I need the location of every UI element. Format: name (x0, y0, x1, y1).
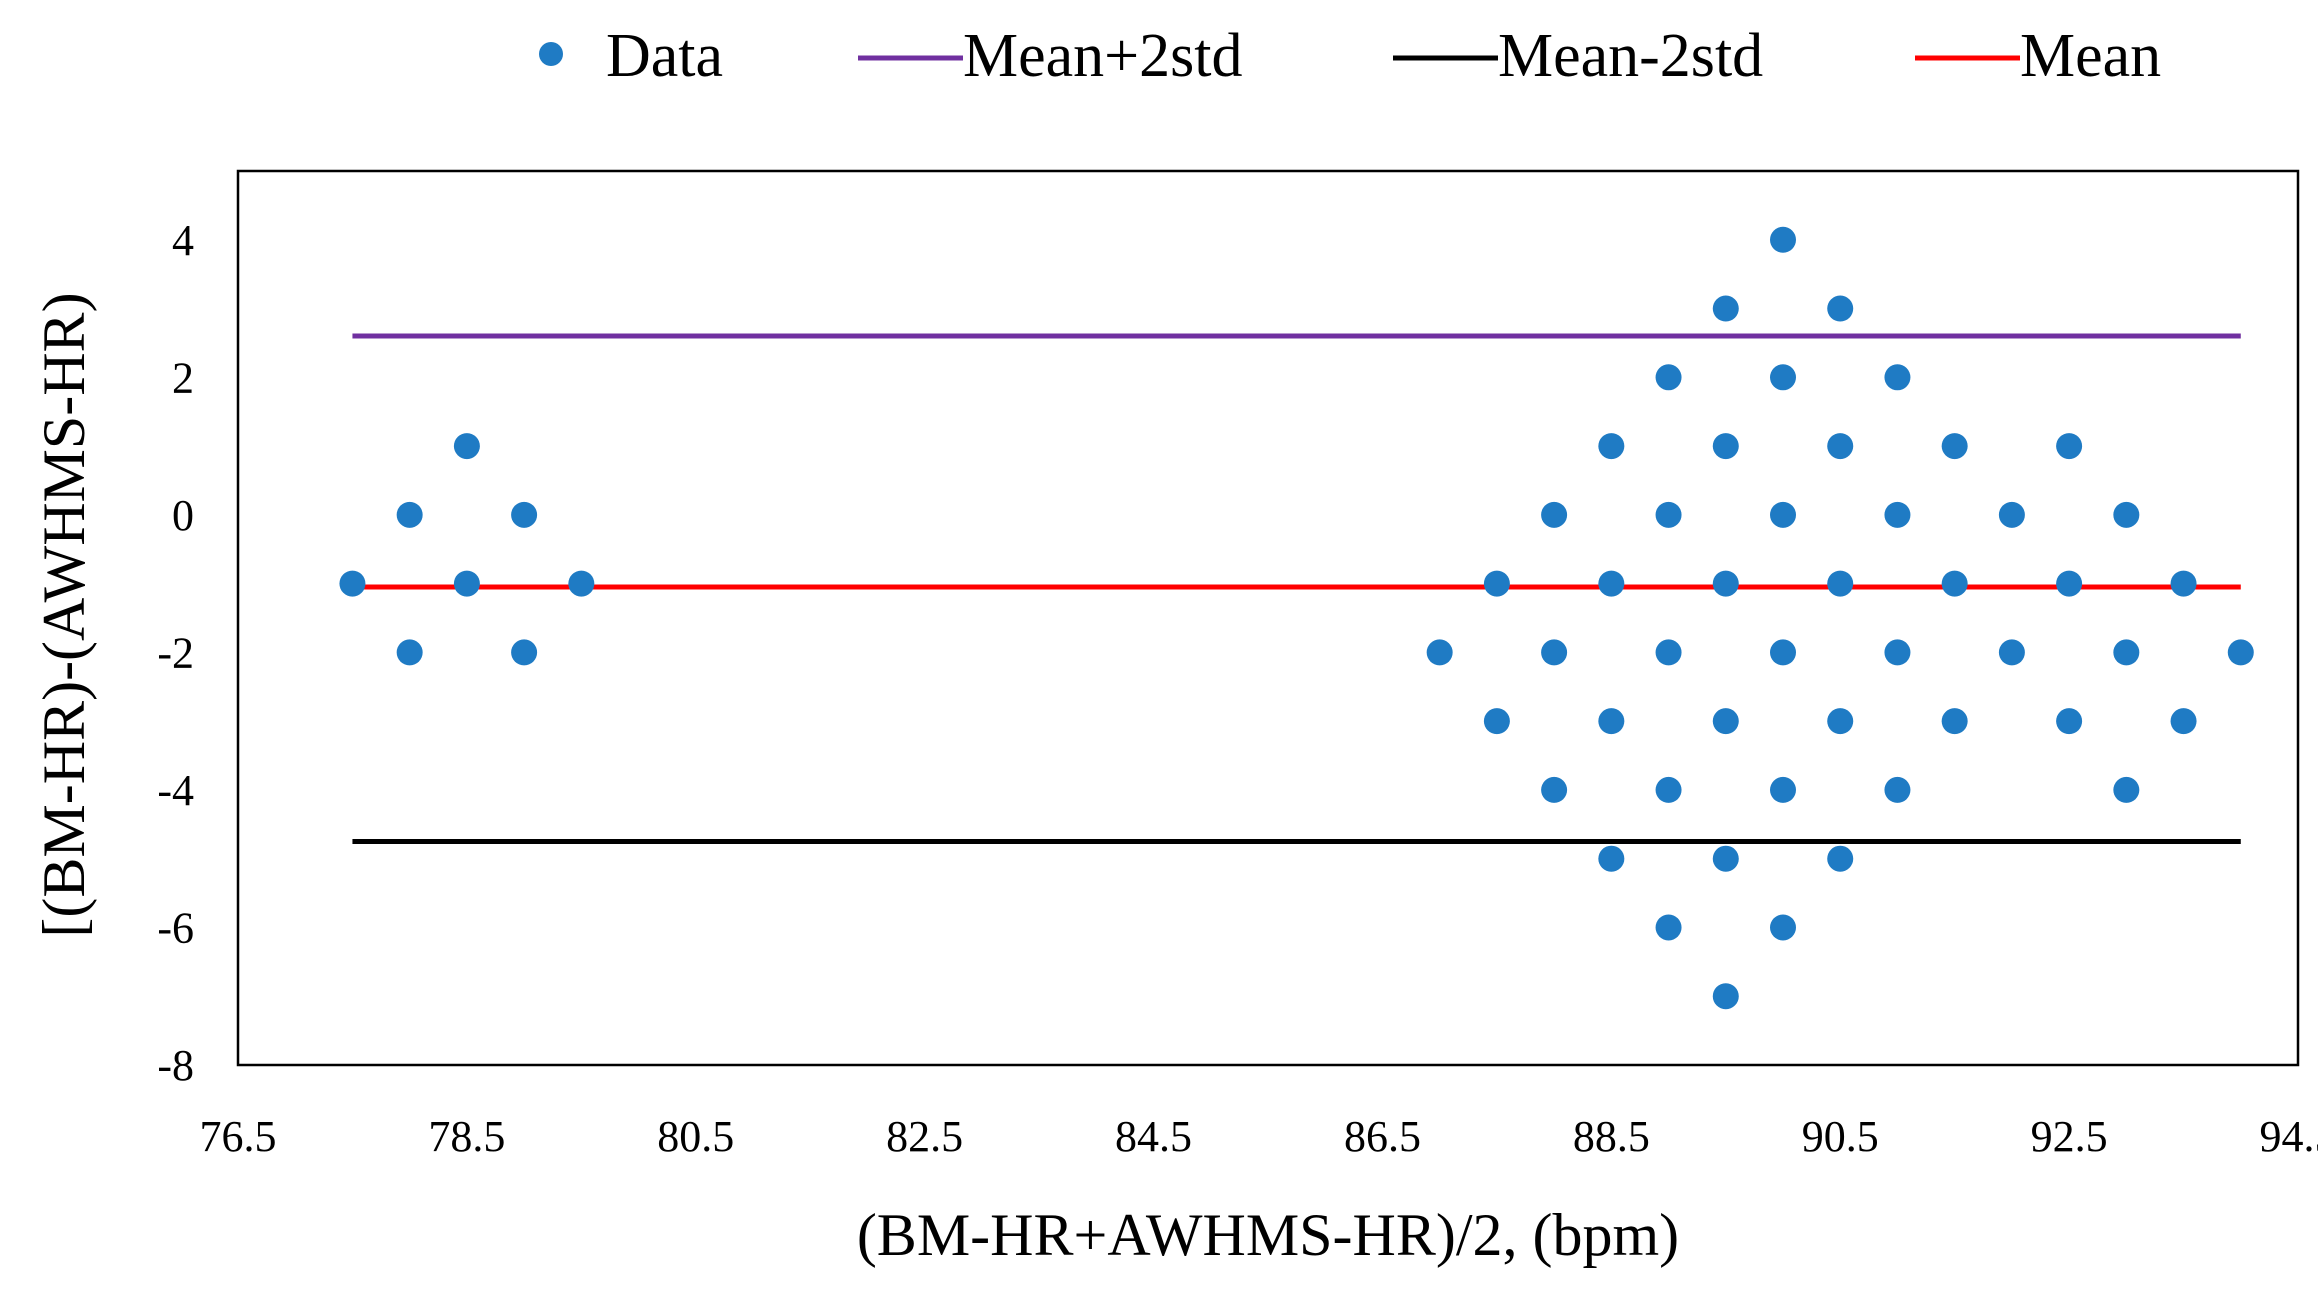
legend-label-mean-plus-2std: Mean+2std (963, 22, 1242, 90)
x-tick-label: 86.5 (1344, 1112, 1421, 1161)
y-tick-label: -6 (157, 903, 194, 952)
x-tick-label: 90.5 (1802, 1112, 1879, 1161)
data-point (1712, 295, 1739, 322)
data-point (2056, 570, 2083, 597)
data-point (1712, 983, 1739, 1010)
data-point (1483, 570, 1510, 597)
data-point (1655, 639, 1682, 666)
data-point (1712, 570, 1739, 597)
legend-label-data: Data (606, 22, 723, 90)
reference-lines (352, 333, 2241, 844)
data-point (1827, 433, 1854, 460)
data-point (339, 570, 366, 597)
data-point (1712, 845, 1739, 872)
data-point (1655, 364, 1682, 391)
data-point (1884, 364, 1911, 391)
data-point (1426, 639, 1453, 666)
x-tick-label: 82.5 (886, 1112, 963, 1161)
data-point (1483, 708, 1510, 735)
data-point (1770, 914, 1796, 941)
y-tick-label: -2 (157, 628, 194, 677)
x-tick-label: 92.5 (2031, 1112, 2108, 1161)
data-point (2113, 501, 2140, 528)
data-point (1541, 776, 1568, 803)
y-tick-label: 0 (172, 491, 194, 540)
data-point (1541, 501, 1568, 528)
data-point (1770, 364, 1796, 391)
data-point (2056, 433, 2083, 460)
data-point (1712, 708, 1739, 735)
legend-marker-data (539, 42, 563, 66)
data-point (1655, 501, 1682, 528)
x-tick-label: 94.5 (2260, 1112, 2318, 1161)
y-tick-label: 4 (172, 216, 194, 265)
data-point (1941, 570, 1968, 597)
y-tick-label: -4 (157, 766, 194, 815)
data-point (2113, 776, 2140, 803)
x-tick-label: 84.5 (1115, 1112, 1192, 1161)
data-point (511, 501, 538, 528)
y-tick-label: -8 (157, 1041, 194, 1090)
data-point (1770, 501, 1796, 528)
data-point (1941, 708, 1968, 735)
data-point (2170, 570, 2197, 597)
x-tick-label: 76.5 (200, 1112, 277, 1161)
data-point (1770, 639, 1796, 666)
data-point (1884, 501, 1911, 528)
data-point (1598, 708, 1625, 735)
y-axis-ticks: -8 -6 -4 -2 0 2 4 (157, 216, 194, 1090)
data-point (1998, 501, 2025, 528)
data-point (1598, 570, 1625, 597)
data-point (1827, 708, 1854, 735)
legend-label-mean-minus-2std: Mean-2std (1498, 22, 1763, 90)
x-tick-label: 80.5 (657, 1112, 734, 1161)
x-tick-label: 88.5 (1573, 1112, 1650, 1161)
data-point (1598, 433, 1625, 460)
data-point (1998, 639, 2025, 666)
data-point (1827, 570, 1854, 597)
data-point (2113, 639, 2140, 666)
data-point (1884, 639, 1911, 666)
plot-area (236, 169, 2300, 1067)
data-point (1655, 914, 1682, 941)
data-point (453, 570, 480, 597)
x-tick-label: 78.5 (428, 1112, 505, 1161)
data-point (1827, 845, 1854, 872)
data-point (1655, 776, 1682, 803)
y-tick-label: 2 (172, 353, 194, 402)
data-point (1884, 776, 1911, 803)
data-point (1712, 433, 1739, 460)
data-point (1827, 295, 1854, 322)
data-point (1770, 776, 1796, 803)
data-point (568, 570, 595, 597)
y-axis-title: [(BM-HR)-(AWHMS-HR) (31, 292, 97, 937)
data-point (1941, 433, 1968, 460)
data-point (511, 639, 538, 666)
legend: Data Mean+2std Mean-2std Mean (539, 22, 2161, 90)
data-point (453, 433, 480, 460)
data-point (1541, 639, 1568, 666)
data-point (2170, 708, 2197, 735)
x-axis-ticks: 76.5 78.5 80.5 82.5 84.5 86.5 88.5 90.5 92.5 94.5 (200, 1112, 2318, 1161)
data-point (2227, 639, 2254, 666)
data-point (2056, 708, 2083, 735)
data-point (396, 501, 423, 528)
data-point (1770, 226, 1796, 253)
data-points (339, 226, 2254, 1010)
data-point (396, 639, 423, 666)
legend-label-mean: Mean (2020, 22, 2161, 90)
x-axis-title: (BM-HR+AWHMS-HR)/2, (bpm) (857, 1202, 1679, 1268)
data-point (1598, 845, 1625, 872)
